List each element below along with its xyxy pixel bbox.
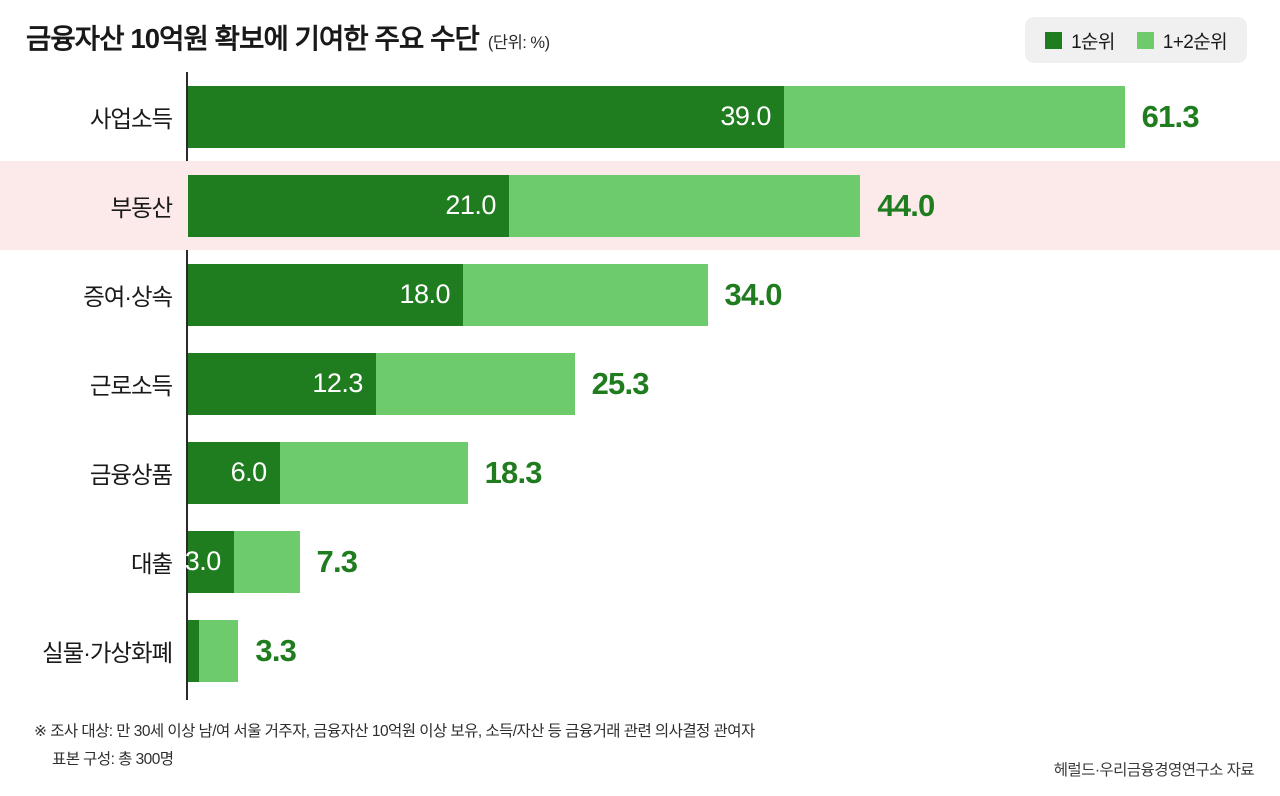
bar-segment-value: 18.0	[399, 279, 451, 309]
square-swatch-icon	[1045, 31, 1063, 49]
source-attribution: 헤럴드·우리금융경영연구소 자료	[1053, 762, 1255, 779]
bar-segment-value: 21.0	[445, 190, 496, 220]
stacked-bar[interactable]: 3.3	[188, 619, 297, 682]
category-label: 대출	[130, 550, 173, 577]
bar-segment-primary: 12.3	[188, 352, 376, 415]
bar-segment-primary: 3.0	[184, 530, 234, 593]
bar-segment-primary: 6.0	[188, 441, 280, 504]
bar-segment-value: 3.0	[184, 546, 222, 576]
table-row: 금융상품 6.0 18.3	[0, 428, 1280, 517]
unit-note: (단위: %)	[487, 34, 550, 52]
bar-segment-value: 6.0	[230, 457, 268, 487]
bar-total-value: 34.0	[724, 276, 783, 312]
bar-total-value: 3.3	[255, 632, 297, 668]
stacked-bar[interactable]: 39.0 61.3	[188, 85, 1200, 148]
bar-segment-secondary	[375, 352, 575, 415]
page-title: 금융자산 10억원 확보에 기여한 주요 수단	[26, 23, 480, 54]
stacked-bar[interactable]: 6.0 18.3	[188, 441, 543, 504]
table-row: 실물·가상화폐 3.3	[0, 606, 1280, 695]
legend-item-secondary[interactable]: 1+2순위	[1136, 27, 1228, 54]
category-label: 금융상품	[89, 461, 173, 488]
stacked-bar[interactable]: 12.3 25.3	[188, 352, 650, 415]
bar-segment-value: 12.3	[312, 368, 363, 398]
bar-segment-primary: 21.0	[188, 174, 509, 237]
bar-total-value: 25.3	[591, 365, 650, 401]
y-axis-line	[186, 72, 188, 700]
bar-rows: 사업소득 39.0 61.3 부동산 21.0 44.0 증여·상속 18.0 34.0 근로소득…	[0, 72, 1280, 695]
table-row: 사업소득 39.0 61.3	[0, 72, 1280, 161]
square-swatch-icon	[1136, 31, 1154, 49]
bar-segment-secondary	[279, 441, 468, 504]
category-label: 사업소득	[89, 105, 173, 132]
legend-label-secondary: 1+2순위	[1162, 31, 1228, 53]
bar-total-value: 61.3	[1141, 98, 1200, 134]
chart-header: 금융자산 10억원 확보에 기여한 주요 수단 (단위: %) 1순위 1+2순…	[0, 0, 1280, 80]
bar-total-value: 7.3	[316, 543, 358, 579]
plot-area: 사업소득 39.0 61.3 부동산 21.0 44.0 증여·상속 18.0 34.0 근로소득…	[0, 72, 1280, 702]
footnote-line-2: 표본 구성: 총 300명	[52, 751, 174, 769]
bar-total-value: 18.3	[484, 454, 543, 490]
category-label: 부동산	[110, 194, 173, 221]
legend-item-primary[interactable]: 1순위	[1045, 27, 1115, 54]
bar-total-value: 44.0	[877, 187, 935, 223]
table-row: 대출 3.0 7.3	[0, 517, 1280, 606]
category-label: 증여·상속	[83, 283, 173, 310]
table-row: 부동산 21.0 44.0	[0, 161, 1280, 250]
chart-legend: 1순위 1+2순위	[1025, 17, 1247, 63]
table-row: 근로소득 12.3 25.3	[0, 339, 1280, 428]
title-block: 금융자산 10억원 확보에 기여한 주요 수단 (단위: %)	[26, 16, 550, 56]
bar-segment-secondary	[198, 619, 239, 682]
bar-segment-primary: 18.0	[188, 263, 464, 326]
chart-footer: ※ 조사 대상: 만 30세 이상 남/여 서울 거주자, 금융자산 10억원 …	[0, 704, 1280, 796]
category-label: 근로소득	[89, 372, 173, 399]
footnote-line-1: ※ 조사 대상: 만 30세 이상 남/여 서울 거주자, 금융자산 10억원 …	[34, 723, 755, 740]
stacked-bar[interactable]: 18.0 34.0	[188, 263, 783, 326]
bar-segment-secondary	[463, 263, 708, 326]
bar-segment-secondary	[508, 174, 861, 237]
stacked-bar[interactable]: 21.0 44.0	[188, 174, 935, 237]
bar-segment-value: 39.0	[720, 101, 771, 131]
legend-label-primary: 1순위	[1071, 31, 1115, 53]
bar-segment-secondary	[783, 85, 1125, 148]
bar-segment-secondary	[233, 530, 300, 593]
stacked-bar[interactable]: 3.0 7.3	[184, 530, 358, 593]
footnotes: ※ 조사 대상: 만 30세 이상 남/여 서울 거주자, 금융자산 10억원 …	[34, 718, 755, 774]
table-row: 증여·상속 18.0 34.0	[0, 250, 1280, 339]
bar-segment-primary	[188, 619, 199, 682]
category-label: 실물·가상화폐	[42, 639, 173, 666]
bar-segment-primary: 39.0	[188, 85, 784, 148]
